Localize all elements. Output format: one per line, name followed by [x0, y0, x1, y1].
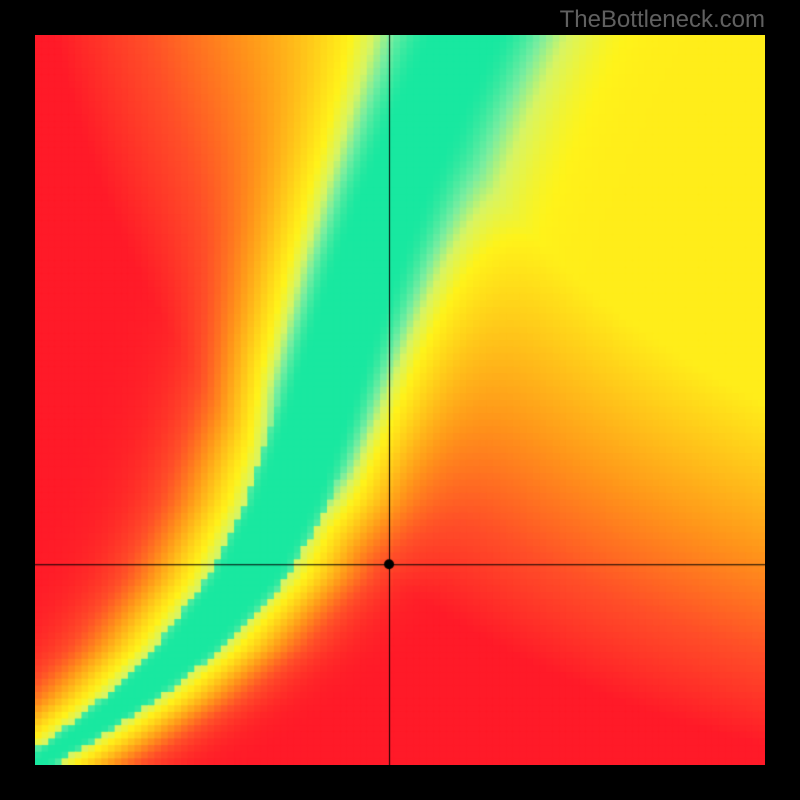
bottleneck-heatmap: [35, 35, 765, 765]
chart-root: TheBottleneck.com: [0, 0, 800, 800]
watermark-text: TheBottleneck.com: [560, 6, 765, 34]
